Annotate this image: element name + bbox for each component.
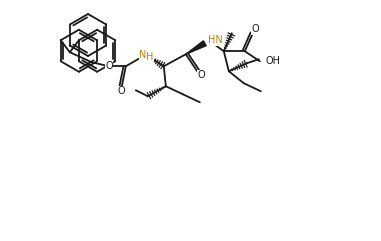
Text: O: O (251, 24, 259, 34)
Text: O: O (117, 86, 125, 96)
Text: HN: HN (208, 35, 223, 45)
Text: O: O (197, 70, 205, 80)
Text: H: H (146, 52, 154, 62)
Text: N: N (139, 50, 147, 60)
Text: O: O (105, 61, 113, 71)
Polygon shape (186, 41, 206, 54)
Text: OH: OH (266, 56, 281, 66)
